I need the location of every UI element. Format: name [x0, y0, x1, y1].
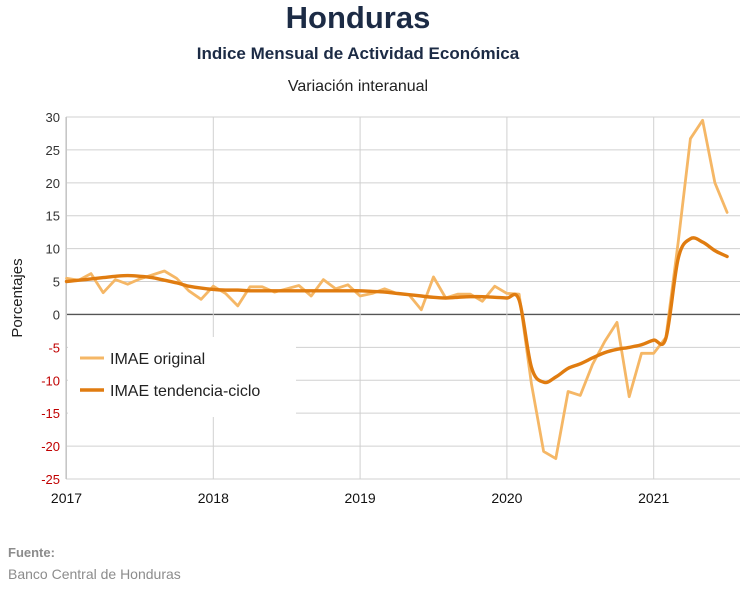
y-tick-label: -25 [41, 472, 60, 487]
gridlines [65, 116, 740, 480]
x-tick-label: 2017 [51, 490, 82, 506]
x-tick-label: 2018 [198, 490, 229, 506]
chart-subtitle-2: Variación interanual [287, 78, 429, 95]
y-tick-label: 25 [46, 143, 60, 158]
y-tick-label: 10 [46, 242, 60, 257]
y-tick-label: -20 [41, 439, 60, 454]
y-tick-label: 5 [53, 275, 60, 290]
y-tick-label: 15 [46, 209, 60, 224]
x-tick-label: 2019 [345, 490, 376, 506]
series-lines [64, 118, 729, 460]
y-tick-label: 0 [53, 307, 60, 322]
source-value: Banco Central de Honduras [8, 566, 181, 582]
legend-background [68, 337, 296, 417]
source-label: Fuente: [8, 545, 55, 560]
y-axis-label: Porcentajes [9, 258, 26, 337]
legend-label-original: IMAE original [110, 351, 205, 368]
y-tick-label: -10 [41, 373, 60, 388]
y-tick-label: 20 [46, 176, 60, 191]
x-tick-label: 2021 [638, 490, 669, 506]
chart-title: Honduras [285, 0, 431, 35]
y-tick-label: -5 [48, 340, 60, 355]
y-tick-label: -15 [41, 406, 60, 421]
x-tick-label: 2020 [491, 490, 522, 506]
legend: IMAE original IMAE tendencia-ciclo [68, 337, 296, 417]
series-line-imae-tendencia-ciclo [64, 236, 729, 385]
chart-subtitle: Indice Mensual de Actividad Económica [196, 44, 520, 63]
x-axis-ticks: 2017 2018 2019 2020 2021 [51, 490, 670, 506]
y-axis-ticks: -25 -20 -15 -10 -5 0 5 10 15 20 25 30 [41, 110, 60, 487]
legend-label-trend: IMAE tendencia-ciclo [110, 383, 260, 400]
y-tick-label: 30 [46, 110, 60, 125]
